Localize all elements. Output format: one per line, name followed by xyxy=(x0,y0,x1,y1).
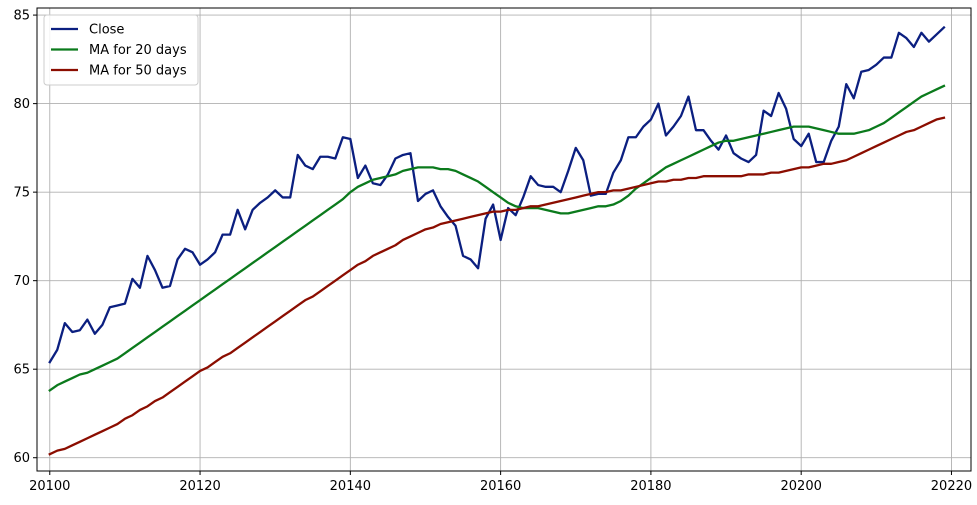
series-group xyxy=(48,25,946,456)
x-tick-label: 20160 xyxy=(480,479,521,494)
y-tick-label: 65 xyxy=(13,363,30,378)
y-tick-label: 60 xyxy=(13,451,30,466)
legend: Close MA for 20 days MA for 50 days xyxy=(43,14,199,86)
x-tick-label: 20100 xyxy=(29,479,70,494)
legend-box xyxy=(43,14,199,86)
series-line-2 xyxy=(48,116,946,456)
plot-frame xyxy=(36,7,972,472)
x-tick-label: 20220 xyxy=(931,479,972,494)
x-tick-label: 20180 xyxy=(630,479,671,494)
series-line-0 xyxy=(48,25,946,364)
y-tick-label: 75 xyxy=(13,186,30,201)
grid xyxy=(37,8,971,471)
legend-label: MA for 50 days xyxy=(89,64,187,79)
series-line-1 xyxy=(48,84,946,393)
ticks: 20100 20120 20140 20160 20180 20200 20220 60 65 7… xyxy=(13,9,972,494)
x-tick-label: 20140 xyxy=(330,479,371,494)
x-tick-label: 20200 xyxy=(781,479,822,494)
y-tick-label: 80 xyxy=(13,97,30,112)
y-tick-label: 70 xyxy=(13,274,30,289)
y-tick-label: 85 xyxy=(13,9,30,24)
x-tick-label: 20120 xyxy=(179,479,220,494)
legend-label: Close xyxy=(89,23,124,38)
legend-label: MA for 20 days xyxy=(89,43,187,58)
